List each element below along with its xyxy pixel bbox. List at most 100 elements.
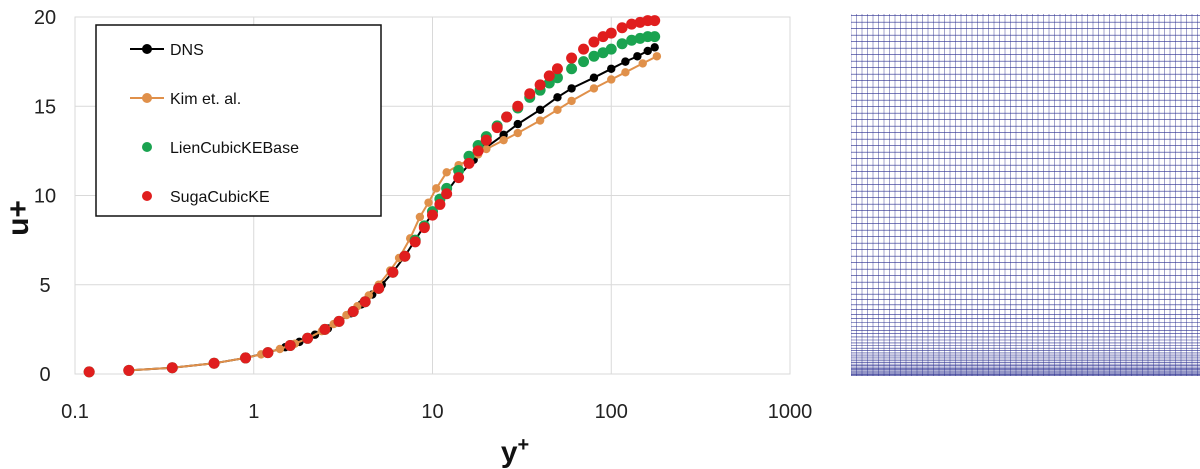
legend-marker bbox=[142, 142, 152, 152]
data-point bbox=[409, 236, 421, 248]
legend-entry: DNS bbox=[130, 42, 204, 59]
data-point bbox=[501, 111, 513, 123]
data-point bbox=[566, 52, 578, 64]
data-point bbox=[551, 63, 563, 75]
axis-ticks: 0.1 1 10 100 1000 0 5 10 15 20 bbox=[34, 7, 812, 423]
data-point bbox=[166, 362, 178, 374]
data-point bbox=[621, 57, 630, 66]
chart-legend: DNS Kim et. al. LienCubicKEBase SugaCubicKE bbox=[95, 24, 382, 217]
y-tick-label: 10 bbox=[34, 186, 56, 208]
data-point bbox=[123, 364, 135, 376]
data-point bbox=[626, 18, 638, 30]
data-point bbox=[453, 172, 465, 184]
data-point bbox=[534, 79, 546, 91]
data-point bbox=[652, 52, 662, 61]
data-point bbox=[513, 119, 522, 129]
legend-marker bbox=[142, 93, 152, 103]
y-tick-label: 5 bbox=[39, 275, 50, 297]
data-point bbox=[415, 212, 425, 222]
data-point bbox=[240, 352, 252, 364]
data-point bbox=[480, 134, 492, 146]
data-point bbox=[284, 339, 296, 351]
data-point bbox=[373, 282, 385, 294]
y-axis-title: u+ bbox=[2, 200, 35, 236]
data-point bbox=[302, 332, 314, 344]
data-point bbox=[567, 96, 576, 106]
legend-entry: Kim et. al. bbox=[130, 91, 241, 108]
legend-box bbox=[95, 24, 382, 217]
data-point bbox=[399, 250, 411, 262]
data-point bbox=[262, 347, 274, 359]
data-point bbox=[442, 168, 451, 177]
data-point bbox=[578, 56, 590, 68]
y-tick-label: 15 bbox=[34, 96, 56, 118]
x-tick-label: 1000 bbox=[768, 401, 813, 423]
data-point bbox=[432, 184, 441, 193]
data-point bbox=[535, 116, 545, 125]
data-point bbox=[427, 209, 438, 221]
velocity-profile-chart: 0.1 1 10 100 1000 0 5 10 15 20 y+ u+ DNS Kim et. a… bbox=[2, 7, 812, 469]
data-point bbox=[359, 296, 371, 308]
y-tick-label: 0 bbox=[39, 364, 50, 386]
mesh-horizontal-lines bbox=[851, 15, 1200, 376]
mesh-background bbox=[851, 14, 1200, 376]
legend-marker bbox=[142, 44, 152, 54]
data-point bbox=[578, 43, 590, 55]
chart-series bbox=[83, 15, 662, 378]
data-point bbox=[616, 22, 628, 34]
data-point bbox=[387, 266, 399, 278]
series-sugacubicke bbox=[83, 15, 661, 378]
data-point bbox=[482, 144, 491, 154]
data-point bbox=[463, 157, 475, 169]
data-point bbox=[524, 88, 536, 100]
x-tick-label: 100 bbox=[595, 401, 628, 423]
legend-label: SugaCubicKE bbox=[170, 189, 270, 206]
data-point bbox=[605, 43, 617, 55]
data-point bbox=[626, 34, 638, 46]
legend-label: LienCubicKEBase bbox=[170, 140, 299, 157]
data-point bbox=[208, 357, 220, 369]
legend-entry: LienCubicKEBase bbox=[142, 140, 299, 157]
data-point bbox=[441, 188, 453, 200]
data-point bbox=[491, 122, 503, 134]
legend-marker bbox=[142, 191, 152, 201]
legend-label: DNS bbox=[170, 42, 204, 59]
data-point bbox=[588, 50, 600, 62]
data-point bbox=[472, 145, 484, 157]
legend-entry: SugaCubicKE bbox=[142, 189, 270, 206]
data-point bbox=[333, 315, 345, 327]
chart-grid bbox=[74, 16, 791, 375]
data-point bbox=[347, 306, 359, 318]
data-point bbox=[535, 105, 545, 115]
data-point bbox=[638, 59, 647, 68]
data-point bbox=[499, 135, 508, 145]
data-point bbox=[551, 72, 563, 84]
data-point bbox=[418, 222, 430, 234]
data-point bbox=[275, 344, 285, 354]
data-point bbox=[589, 84, 599, 93]
data-point bbox=[621, 68, 630, 77]
y-tick-label: 20 bbox=[34, 7, 56, 29]
data-point bbox=[434, 198, 446, 210]
x-tick-label: 1 bbox=[248, 401, 259, 423]
data-point bbox=[650, 43, 659, 52]
data-point bbox=[512, 100, 524, 112]
mesh-panel bbox=[851, 14, 1200, 376]
data-point bbox=[83, 366, 95, 378]
data-point bbox=[424, 198, 433, 207]
data-point bbox=[543, 70, 555, 82]
data-point bbox=[567, 84, 576, 93]
data-point bbox=[319, 323, 331, 335]
x-axis-title: y+ bbox=[501, 434, 529, 469]
data-point bbox=[589, 73, 599, 82]
data-point bbox=[649, 31, 661, 43]
data-point bbox=[616, 38, 628, 50]
data-point bbox=[607, 75, 616, 84]
data-point bbox=[633, 52, 642, 61]
x-tick-label: 10 bbox=[421, 401, 443, 423]
data-point bbox=[607, 64, 616, 73]
data-point bbox=[643, 46, 652, 56]
data-point bbox=[649, 15, 661, 27]
data-point bbox=[553, 105, 562, 115]
data-point bbox=[553, 93, 562, 102]
